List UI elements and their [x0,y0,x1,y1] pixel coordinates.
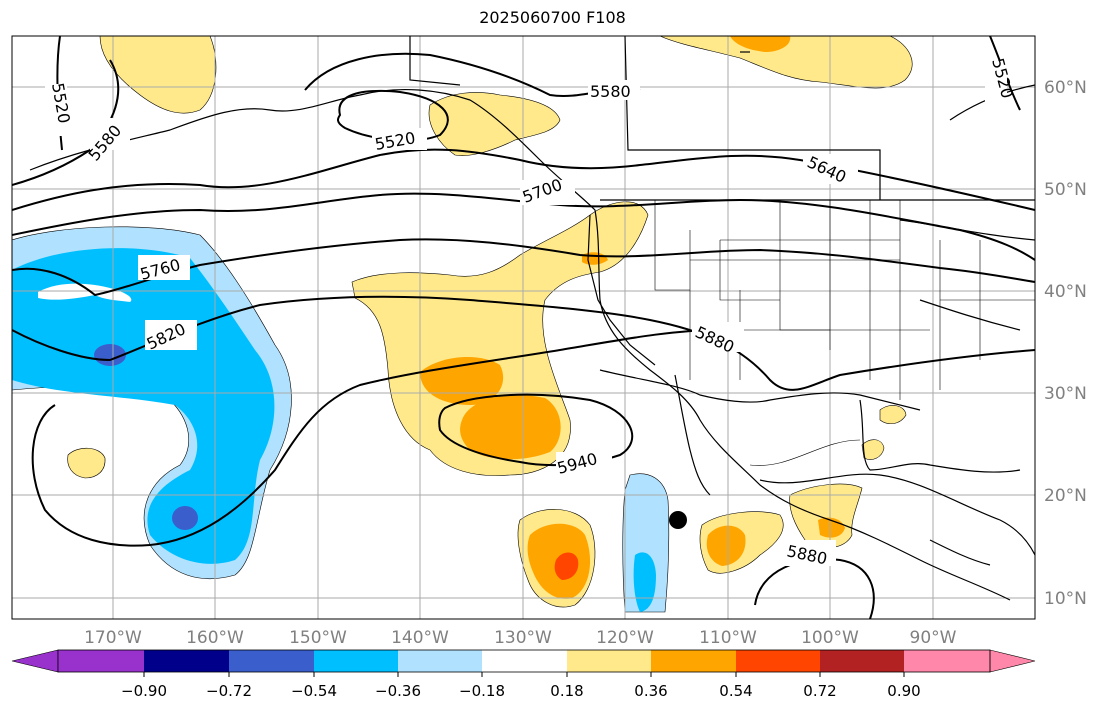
colorbar-tick-label: −0.18 [459,682,505,700]
lat-label: 10°N [1044,589,1087,609]
colorbar-tick-label: 0.90 [887,682,920,700]
lat-label: 30°N [1044,384,1087,404]
positive-anomaly-yellow-3 [428,92,561,156]
colorbar-segment [904,650,990,672]
colorbar-segment [314,650,398,672]
positive-anomaly-yellow-8 [67,447,106,479]
state-borders [654,200,1035,466]
lon-label: 100°W [801,628,859,648]
colorbar-max-extend [989,649,1036,673]
colorbar-segment [651,650,736,672]
negative-anomaly-medium-2 [633,552,656,612]
lat-label: 60°N [1044,78,1087,98]
longitude-labels: 170°W 160°W 150°W 140°W 130°W 120°W 110°… [84,628,957,648]
colorbar-segment [820,650,904,672]
colorbar-segment [482,650,567,672]
colorbar-segment [398,650,482,672]
map-border [11,35,1036,620]
positive-anomaly-yellow-10 [879,405,907,424]
colorbar-tick-label: 0.72 [803,682,836,700]
colorbar-segment [58,650,144,672]
positive-anomaly-yellow-4 [659,36,913,89]
positive-anomaly-orange-4 [706,525,746,566]
positive-anomaly-orange-2 [460,394,561,460]
lon-label: 160°W [186,628,244,648]
colorbar-tick-label: −0.54 [291,682,337,700]
negative-anomaly-dark-2 [172,506,198,530]
colorbar-tick-label: 0.54 [719,682,752,700]
lat-label: 40°N [1044,282,1087,302]
colorbar-segment [567,650,651,672]
colorbar-tick-label: 0.36 [634,682,667,700]
lon-label: 170°W [84,628,142,648]
colorbar-segment [229,650,314,672]
latitude-labels: 60°N 50°N 40°N 30°N 20°N 10°N [1044,78,1087,609]
colorbar-tick-label: −0.72 [206,682,252,700]
contour-labels: 5520 5580 5520 5520 5580 5640 5700 5760 … [45,56,1017,568]
positive-anomaly-red [554,552,579,580]
lon-label: 150°W [289,628,347,648]
negative-anomaly-medium [12,248,275,564]
storm-center-marker [669,511,687,529]
lat-label: 50°N [1044,180,1087,200]
positive-anomaly-yellow-9 [861,439,885,460]
colorbar-min-extend [11,649,59,673]
lon-label: 110°W [699,628,757,648]
lon-label: 140°W [391,628,449,648]
lon-label: 90°W [910,628,957,648]
colorbar-tick-label: 0.18 [550,682,583,700]
white-hole [38,283,132,302]
lon-label: 130°W [494,628,552,648]
coastlines [29,36,1035,601]
colorbar-segment [736,650,820,672]
lat-label: 20°N [1044,486,1087,506]
colorbar-segment [144,650,229,672]
positive-anomaly-yellow-7 [789,483,863,548]
map-content [12,36,1035,619]
colorbar-tick-label: −0.36 [375,682,421,700]
lon-label: 120°W [596,628,654,648]
chart-title: 2025060700 F108 [479,8,626,27]
colorbar-tick-label: −0.90 [121,682,167,700]
positive-anomaly-orange-5 [730,36,791,52]
colorbar: −0.90 −0.72 −0.54 −0.36 −0.18 0.18 0.36 … [11,649,1036,700]
contour-label: 5580 [590,82,631,101]
